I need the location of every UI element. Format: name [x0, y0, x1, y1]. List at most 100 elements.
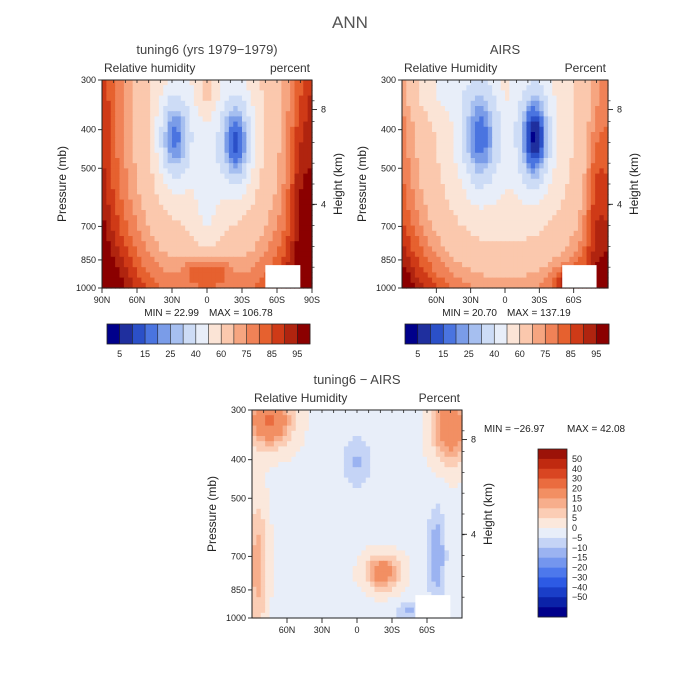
field-cell — [294, 111, 300, 117]
field-cell — [543, 163, 549, 169]
field-cell — [303, 80, 309, 86]
field-cell — [163, 111, 169, 117]
field-cell — [259, 262, 265, 268]
field-cell — [599, 220, 605, 227]
field-cell — [573, 152, 579, 159]
field-cell — [577, 158, 583, 164]
field-cell — [290, 220, 296, 227]
field-cell — [198, 85, 204, 91]
field-cell — [110, 152, 116, 159]
field-cell — [163, 132, 169, 138]
field-cell — [172, 163, 177, 169]
field-cell — [586, 241, 592, 247]
field-cell — [189, 158, 195, 164]
field-cell — [427, 410, 432, 416]
field-cell — [313, 467, 319, 473]
field-cell — [268, 194, 274, 201]
field-cell — [260, 519, 266, 525]
field-cell — [479, 173, 485, 180]
field-cell — [291, 498, 297, 505]
field-cell — [189, 189, 195, 195]
field-cell — [440, 493, 446, 499]
field-cell — [172, 158, 177, 164]
field-cell — [457, 277, 463, 284]
field-cell — [419, 121, 425, 128]
field-cell — [400, 425, 406, 432]
field-cell — [427, 436, 432, 442]
field-cell — [215, 267, 221, 273]
field-cell — [470, 236, 476, 242]
field-cell — [440, 80, 446, 86]
field-cell — [132, 246, 138, 253]
field-cell — [330, 451, 336, 458]
field-cell — [207, 178, 212, 185]
field-cell — [444, 482, 450, 489]
field-cell — [246, 184, 252, 190]
field-cell — [322, 493, 327, 499]
field-cell — [294, 236, 300, 242]
field-cell — [224, 132, 230, 138]
field-cell — [272, 142, 278, 149]
field-cell — [250, 246, 256, 253]
field-cell — [287, 472, 292, 479]
field-cell — [423, 126, 429, 133]
field-cell — [202, 282, 208, 289]
field-cell — [259, 189, 265, 195]
field-cell — [479, 251, 485, 258]
field-cell — [250, 282, 256, 289]
field-cell — [298, 267, 304, 273]
field-cell — [500, 147, 506, 154]
field-cell — [565, 106, 570, 112]
field-cell — [185, 100, 191, 107]
field-cell — [272, 178, 278, 185]
field-cell — [298, 85, 304, 91]
field-cell — [590, 132, 596, 138]
field-cell — [466, 272, 472, 279]
field-cell — [582, 230, 588, 237]
field-cell — [505, 178, 510, 185]
field-cell — [176, 220, 182, 227]
field-cell — [586, 251, 592, 258]
field-cell — [453, 168, 459, 175]
field-cell — [427, 241, 433, 247]
field-cell — [552, 241, 558, 247]
field-cell — [269, 508, 275, 515]
field-cell — [595, 152, 601, 159]
field-cell — [228, 121, 234, 128]
field-cell — [595, 282, 601, 289]
field-cell — [405, 451, 411, 458]
field-cell — [586, 95, 592, 102]
field-cell — [509, 215, 515, 221]
field-cell — [106, 147, 112, 154]
field-cell — [595, 277, 601, 284]
field-cell — [513, 220, 519, 227]
field-cell — [590, 236, 596, 242]
field-cell — [348, 410, 354, 416]
field-cell — [294, 158, 300, 164]
field-cell — [405, 508, 411, 515]
field-cell — [298, 168, 304, 175]
field-cell — [246, 106, 252, 112]
field-cell — [582, 137, 588, 143]
field-cell — [259, 256, 265, 263]
field-cell — [522, 210, 528, 216]
field-cell — [224, 163, 230, 169]
field-cell — [573, 126, 579, 133]
field-cell — [137, 111, 142, 117]
field-cell — [435, 430, 441, 437]
field-cell — [522, 85, 528, 91]
field-cell — [509, 137, 515, 143]
field-cell — [172, 204, 177, 211]
field-cell — [483, 116, 489, 123]
field-cell — [483, 137, 489, 143]
field-cell — [449, 225, 455, 232]
field-cell — [110, 267, 116, 273]
field-cell — [102, 90, 107, 97]
field-cell — [260, 425, 266, 432]
field-cell — [539, 132, 545, 138]
field-cell — [220, 173, 226, 180]
field-cell — [215, 137, 221, 143]
field-cell — [500, 163, 506, 169]
field-cell — [326, 436, 332, 442]
